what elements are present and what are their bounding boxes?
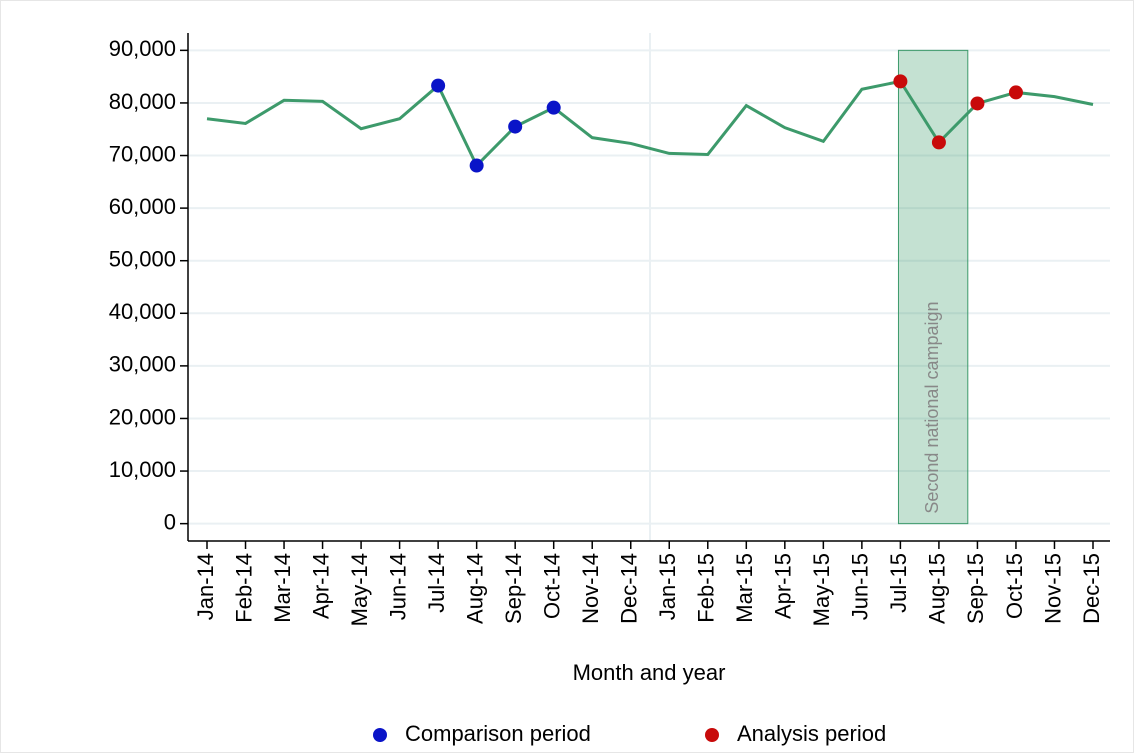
y-tick-label: 0	[164, 509, 176, 534]
x-tick-label: Mar-14	[270, 553, 295, 623]
shaded-region	[897, 49, 969, 525]
point	[931, 135, 946, 150]
x-tick-label: Jul-14	[424, 553, 449, 613]
x-tick-label: Dec-15	[1079, 553, 1104, 624]
point	[431, 78, 446, 93]
y-tick-label: 40,000	[109, 299, 176, 324]
line	[206, 79, 1094, 169]
x-tick-label: Aug-14	[462, 553, 487, 624]
legend-marker	[373, 728, 387, 742]
y-tick-label: 60,000	[109, 194, 176, 219]
x-tick-label: Jan-14	[193, 553, 218, 620]
x-tick-label: Feb-14	[231, 553, 256, 623]
y-tick-label: 70,000	[109, 141, 176, 166]
x-tick-label: Jan-15	[655, 553, 680, 620]
y-tick-label: 10,000	[109, 457, 176, 482]
x-tick-label: Dec-14	[617, 553, 642, 624]
x-tick-label: Apr-15	[771, 553, 796, 619]
point	[508, 119, 523, 134]
shade-label: Second national campaign	[922, 301, 942, 513]
x-tick-label: Jun-15	[848, 553, 873, 620]
x-tick-label: May-15	[809, 553, 834, 626]
x-tick-label: Sep-14	[501, 553, 526, 624]
y-tick-label: 50,000	[109, 247, 176, 272]
legend-label: Analysis period	[737, 721, 886, 746]
y-tick-label: 20,000	[109, 404, 176, 429]
x-tick-label: Jun-14	[385, 553, 410, 620]
x-tick-label: Mar-15	[732, 553, 757, 623]
legend-label: Comparison period	[405, 721, 591, 746]
point	[1008, 85, 1023, 100]
legend-marker	[705, 728, 719, 742]
x-tick-label: Oct-14	[540, 553, 565, 619]
x-tick-label: Oct-15	[1002, 553, 1027, 619]
x-tick-label: May-14	[347, 553, 372, 626]
x-tick-label: Aug-15	[925, 553, 950, 624]
point	[469, 158, 484, 173]
y-tick-label: 80,000	[109, 89, 176, 114]
x-tick-label: Jul-15	[886, 553, 911, 613]
point	[893, 74, 908, 89]
x-tick-label: Nov-15	[1040, 553, 1065, 624]
x-axis-title: Month and year	[573, 660, 726, 685]
point	[546, 100, 561, 115]
x-tick-label: Sep-15	[963, 553, 988, 624]
x-tick-label: Nov-14	[578, 553, 603, 624]
y-tick-label: 30,000	[109, 352, 176, 377]
point	[970, 96, 985, 111]
x-tick-label: Apr-14	[308, 553, 333, 619]
y-tick-label: 90,000	[109, 36, 176, 61]
x-tick-label: Feb-15	[694, 553, 719, 623]
